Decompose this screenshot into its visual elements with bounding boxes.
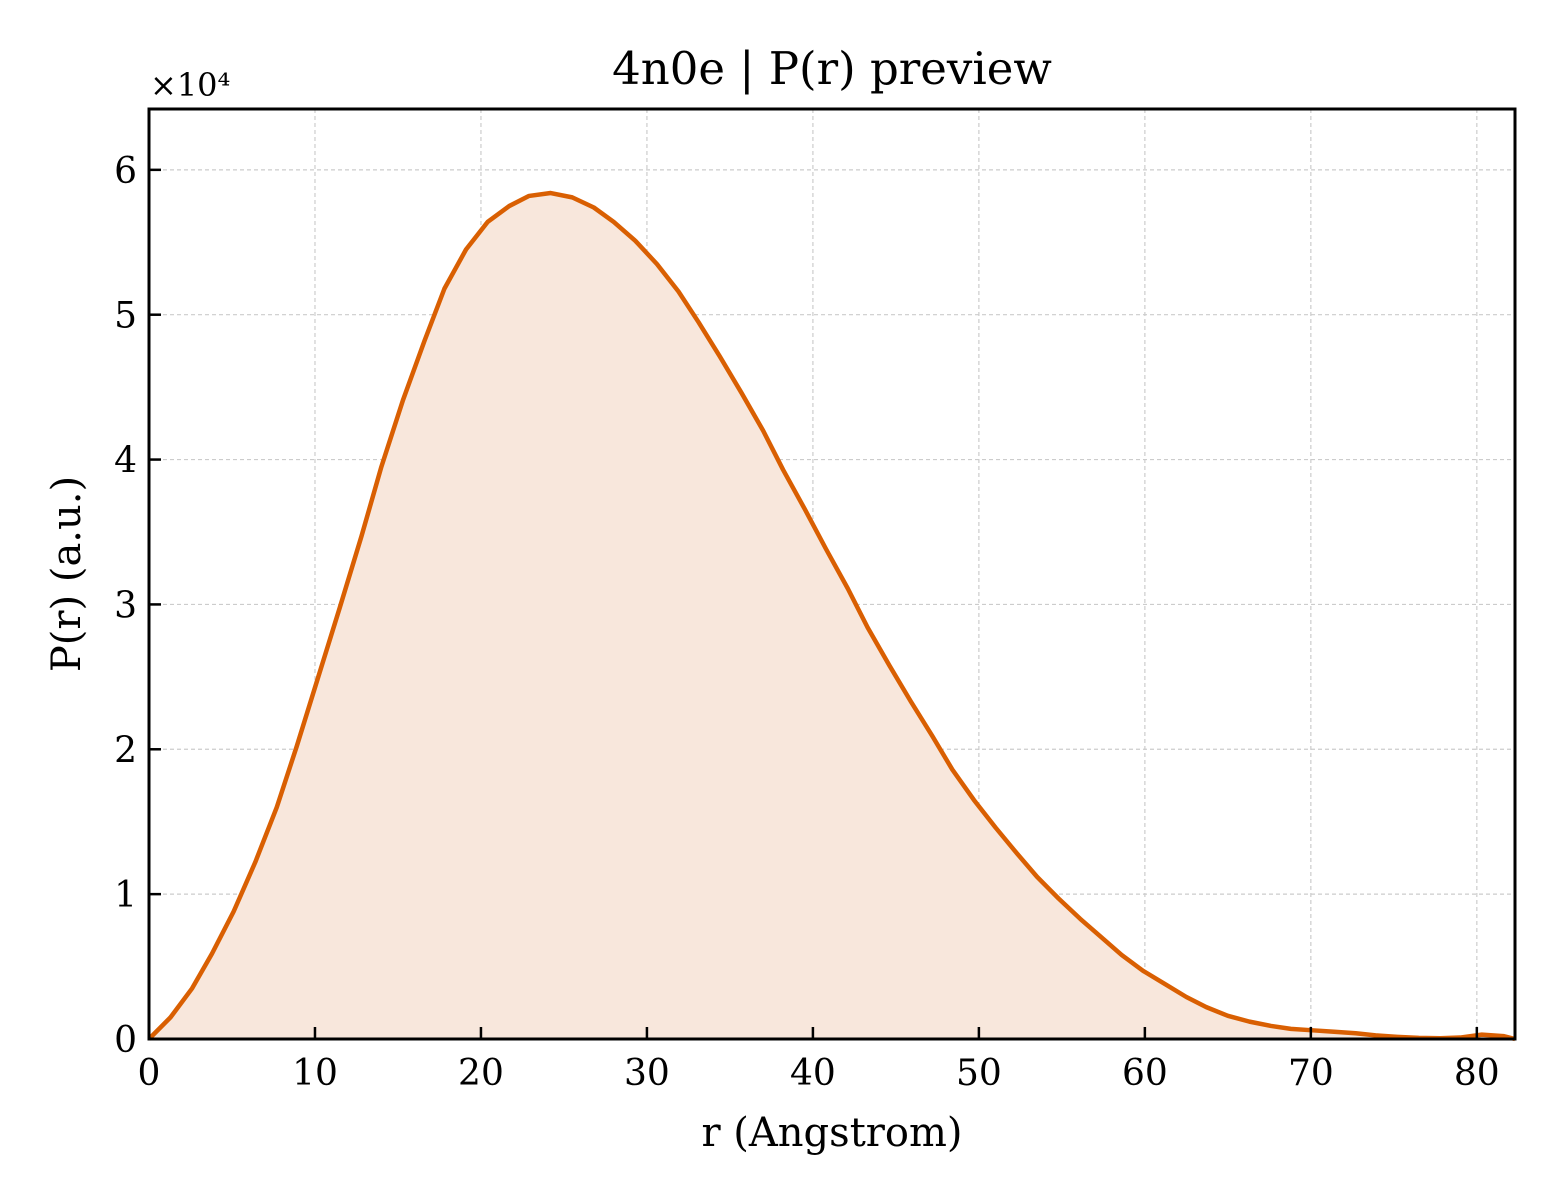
- y-tick-label: 6: [114, 151, 137, 192]
- x-tick-label: 20: [458, 1053, 504, 1094]
- x-tick-label: 60: [1122, 1053, 1168, 1094]
- y-tick-label: 3: [114, 585, 137, 626]
- x-tick-label: 50: [956, 1053, 1002, 1094]
- area-fill: [149, 193, 1515, 1039]
- x-tick-label: 0: [138, 1053, 161, 1094]
- x-tick-label: 30: [624, 1053, 670, 1094]
- y-tick-label: 5: [114, 296, 137, 337]
- y-axis-label: P(r) (a.u.): [44, 476, 90, 672]
- x-tick-label: 70: [1288, 1053, 1334, 1094]
- y-tick-label: 0: [114, 1020, 137, 1061]
- y-tick-label: 4: [114, 441, 137, 482]
- chart-title: 4n0e | P(r) preview: [612, 42, 1052, 95]
- x-tick-label: 10: [292, 1053, 338, 1094]
- y-tick-label: 1: [114, 875, 137, 916]
- plot-frame: [147, 107, 1517, 1041]
- series-line: [147, 190, 1516, 1042]
- x-tick-label: 40: [790, 1053, 836, 1094]
- tick-labels: 0 10 20 30 40 50 60 70 80 0 1 2 3 4 5 6: [114, 151, 1500, 1094]
- x-tick-label: 80: [1454, 1053, 1500, 1094]
- x-axis-label: r (Angstrom): [701, 1110, 962, 1156]
- y-axis-multiplier: ×10⁴: [150, 66, 230, 104]
- y-tick-label: 2: [114, 730, 137, 771]
